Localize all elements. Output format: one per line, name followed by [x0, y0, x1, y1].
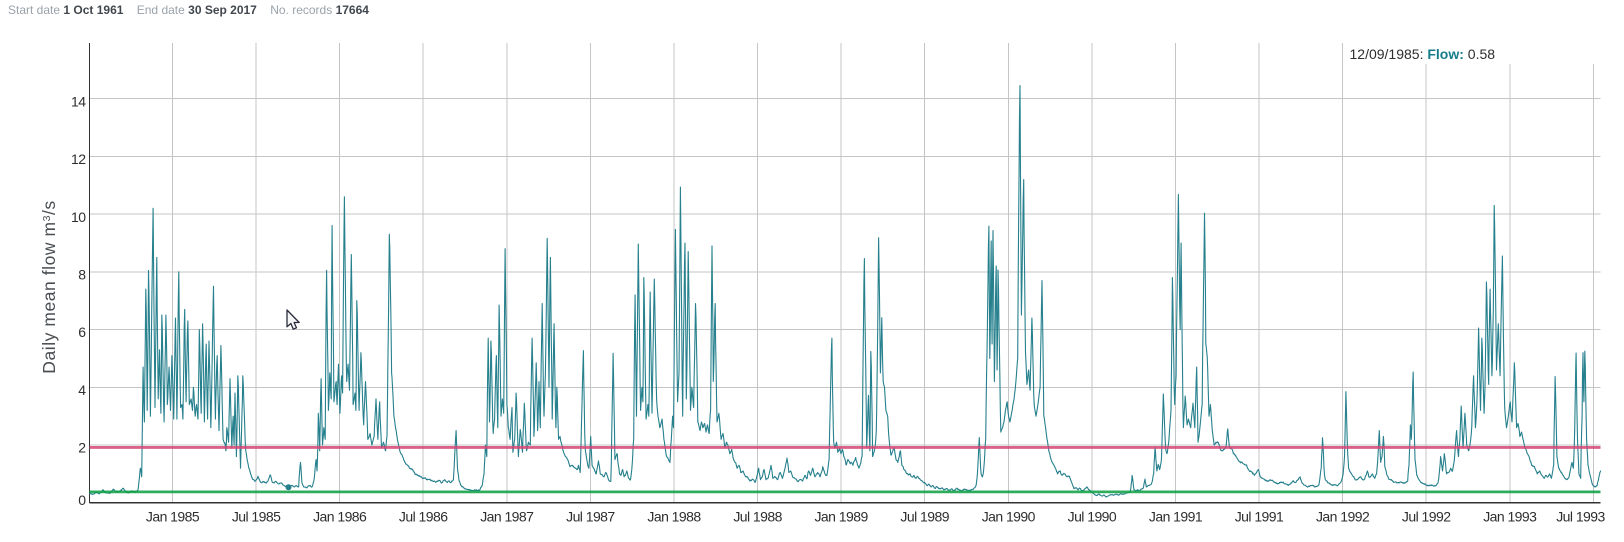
svg-text:Jan 1990: Jan 1990	[982, 508, 1036, 524]
svg-text:Jan 1987: Jan 1987	[480, 508, 534, 524]
svg-text:Jan 1988: Jan 1988	[647, 508, 701, 524]
svg-text:10: 10	[71, 209, 86, 225]
svg-text:12: 12	[71, 151, 86, 167]
svg-text:Jul 1993: Jul 1993	[1556, 508, 1605, 524]
svg-text:Jul 1991: Jul 1991	[1235, 508, 1284, 524]
svg-text:Daily mean flow m3/s: Daily mean flow m3/s	[39, 200, 59, 373]
svg-text:Jan 1985: Jan 1985	[146, 508, 200, 524]
svg-text:Jul 1992: Jul 1992	[1402, 508, 1451, 524]
svg-text:Jul 1990: Jul 1990	[1068, 508, 1117, 524]
svg-text:0: 0	[78, 492, 86, 508]
svg-text:Jul 1986: Jul 1986	[399, 508, 448, 524]
svg-text:Jan 1993: Jan 1993	[1483, 508, 1537, 524]
svg-text:Jul 1987: Jul 1987	[566, 508, 615, 524]
svg-text:Jan 1991: Jan 1991	[1149, 508, 1203, 524]
svg-text:Jul 1985: Jul 1985	[232, 508, 281, 524]
svg-text:Jan 1989: Jan 1989	[814, 508, 868, 524]
svg-text:2: 2	[78, 440, 86, 456]
svg-text:12/09/1985: Flow: 0.58: 12/09/1985: Flow: 0.58	[1350, 46, 1496, 62]
svg-text:Jul 1989: Jul 1989	[900, 508, 949, 524]
svg-text:14: 14	[71, 93, 86, 109]
svg-text:8: 8	[78, 267, 86, 283]
svg-text:Jan 1992: Jan 1992	[1316, 508, 1370, 524]
svg-text:Jul 1988: Jul 1988	[733, 508, 782, 524]
svg-text:6: 6	[78, 324, 86, 340]
svg-text:4: 4	[78, 382, 86, 398]
svg-text:Jan 1986: Jan 1986	[313, 508, 367, 524]
